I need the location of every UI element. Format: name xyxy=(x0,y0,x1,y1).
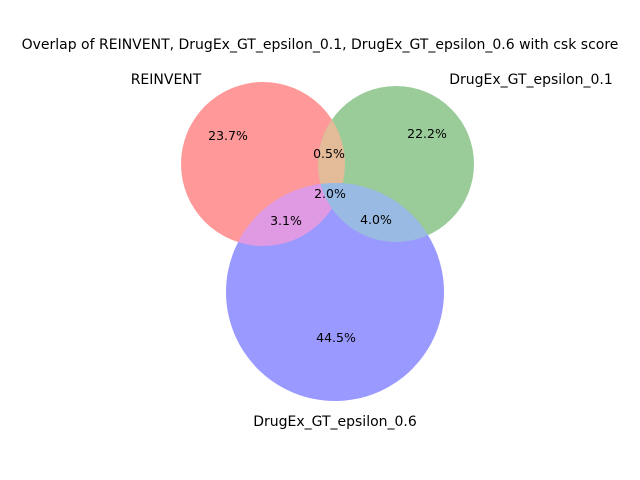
region-label-drugex-0-1-only: 22.2% xyxy=(407,126,447,141)
overlap-reinvent-drugex-0-6 xyxy=(226,183,345,246)
set-label-drugex-epsilon-0-6: DrugEx_GT_epsilon_0.6 xyxy=(253,414,417,430)
region-label-reinvent-only: 23.7% xyxy=(208,128,248,143)
chart-title: Overlap of REINVENT, DrugEx_GT_epsilon_0… xyxy=(22,37,619,53)
set-label-reinvent: REINVENT xyxy=(131,72,202,88)
region-label-reinvent-drugex-0-6: 3.1% xyxy=(270,213,302,228)
region-label-drugex-0-6-only: 44.5% xyxy=(316,330,356,345)
set-label-drugex-epsilon-0-1: DrugEx_GT_epsilon_0.1 xyxy=(449,72,613,88)
overlap-drugex-0-1-drugex-0-6 xyxy=(318,183,444,242)
region-label-reinvent-drugex-0-1: 0.5% xyxy=(313,146,345,161)
region-label-all-three: 2.0% xyxy=(314,186,346,201)
region-label-drugex-0-1-drugex-0-6: 4.0% xyxy=(360,212,392,227)
